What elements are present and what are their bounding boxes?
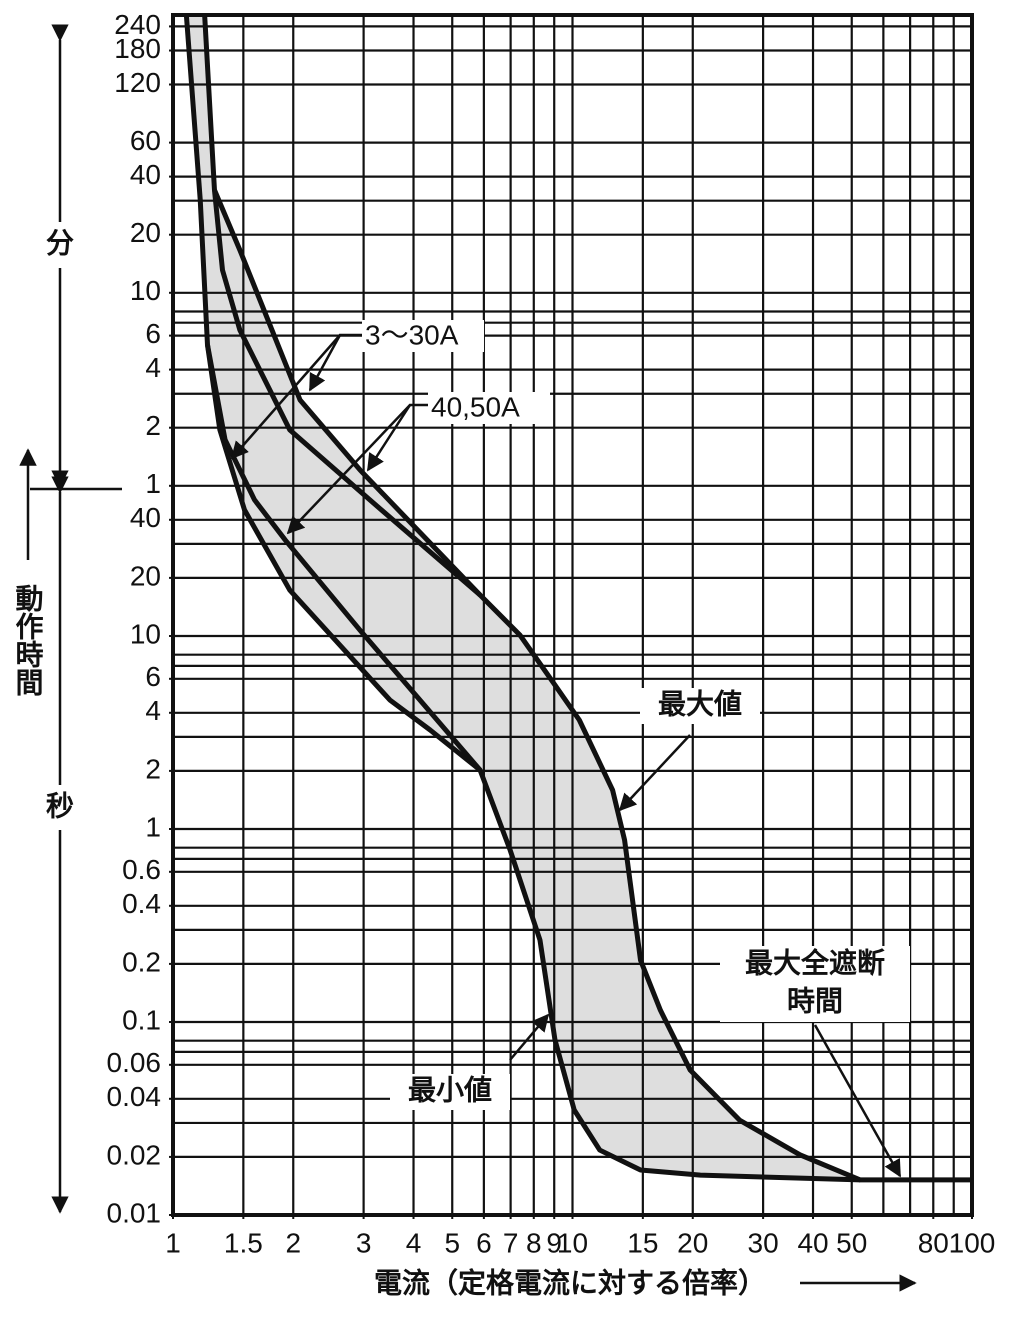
x-tick-label: 40 xyxy=(797,1227,828,1258)
annotation: 40,50A xyxy=(431,391,520,422)
y-tick-label: 4 xyxy=(145,352,161,383)
y-axis-label: 動作時間 xyxy=(13,584,44,696)
y-tick-label: 0.4 xyxy=(122,888,161,919)
y-tick-label: 0.1 xyxy=(122,1004,161,1035)
y-tick-label: 10 xyxy=(130,275,161,306)
y-tick-label: 0.04 xyxy=(107,1081,162,1112)
x-tick-label: 20 xyxy=(677,1227,708,1258)
y-tick-label: 240 xyxy=(114,9,161,40)
y-tick-label: 1 xyxy=(145,811,161,842)
annotation: 3〜30A xyxy=(365,319,459,350)
label-layer: 1 1.5 2 3 4 5 6 7 8 910 15 20 30 40 50 80 1000.010.020.0… xyxy=(107,9,996,1259)
y-tick-label: 1 xyxy=(145,468,161,499)
leader xyxy=(308,333,362,392)
label-bg xyxy=(640,688,760,724)
x-tick-label: 6 xyxy=(476,1227,492,1258)
y-tick-label: 0.02 xyxy=(107,1139,162,1170)
leader xyxy=(618,734,691,812)
label-bg xyxy=(390,1074,510,1110)
y-lower-label: 秒 xyxy=(46,790,74,821)
y-tick-label: 120 xyxy=(114,67,161,98)
grid-layer xyxy=(173,15,972,1215)
y-upper-label: 分 xyxy=(46,227,74,258)
x-tick-label: 9 xyxy=(546,1227,562,1258)
annotation: 最小値 xyxy=(408,1074,492,1105)
band-fill xyxy=(186,15,972,1180)
band-layer xyxy=(186,15,972,1180)
leader xyxy=(286,404,411,535)
x-tick-label: 3 xyxy=(356,1227,372,1258)
y-tick-label: 60 xyxy=(130,125,161,156)
x-tick-label: 4 xyxy=(406,1227,422,1258)
y-tick-label: 10 xyxy=(130,618,161,649)
x-tick-label: 80 xyxy=(918,1227,949,1258)
curve xyxy=(202,14,972,1183)
leaders xyxy=(230,333,902,1178)
y-tick-label: 2 xyxy=(145,753,161,784)
annotation: 最大値 xyxy=(658,688,742,719)
x-tick-label: 50 xyxy=(836,1227,867,1258)
x-tick-label: 8 xyxy=(526,1227,542,1258)
y-tick-label: 20 xyxy=(130,560,161,591)
label-bg xyxy=(428,392,550,424)
x-axis-label: 電流（定格電流に対する倍率） xyxy=(374,1266,766,1298)
leader xyxy=(813,1024,902,1178)
curve xyxy=(205,344,482,772)
x-tick-label: 100 xyxy=(949,1227,996,1258)
y-tick-label: 2 xyxy=(145,410,161,441)
y-tick-label: 0.01 xyxy=(107,1197,162,1228)
x-tick-label: 5 xyxy=(444,1227,460,1258)
x-tick-label: 1 xyxy=(165,1227,181,1258)
annotation: 時間 xyxy=(787,985,843,1016)
y-tick-label: 0.06 xyxy=(107,1047,162,1078)
leader xyxy=(509,1013,550,1061)
y-tick-label: 180 xyxy=(114,33,161,64)
y-tick-label: 0.2 xyxy=(122,946,161,977)
x-tick-label: 7 xyxy=(503,1227,519,1258)
x-tick-label: 2 xyxy=(285,1227,301,1258)
y-tick-label: 6 xyxy=(145,318,161,349)
y-tick-label: 40 xyxy=(130,502,161,533)
y-tick-label: 4 xyxy=(145,695,161,726)
y-tick-label: 40 xyxy=(130,159,161,190)
curve-layer xyxy=(183,14,972,1183)
label-bg xyxy=(362,320,484,352)
y-tick-label: 6 xyxy=(145,661,161,692)
y-axis-arrows xyxy=(19,24,917,1292)
x-tick-label: 10 xyxy=(557,1227,588,1258)
annotation: 最大全遮断 xyxy=(745,946,885,978)
curve xyxy=(211,189,482,597)
y-tick-label: 20 xyxy=(130,217,161,248)
x-tick-label: 15 xyxy=(627,1227,658,1258)
y-tick-label: 0.6 xyxy=(122,854,161,885)
x-tick-label: 30 xyxy=(748,1227,779,1258)
x-tick-label: 1.5 xyxy=(224,1227,263,1258)
label-bg xyxy=(720,946,910,1022)
leader xyxy=(230,334,341,460)
